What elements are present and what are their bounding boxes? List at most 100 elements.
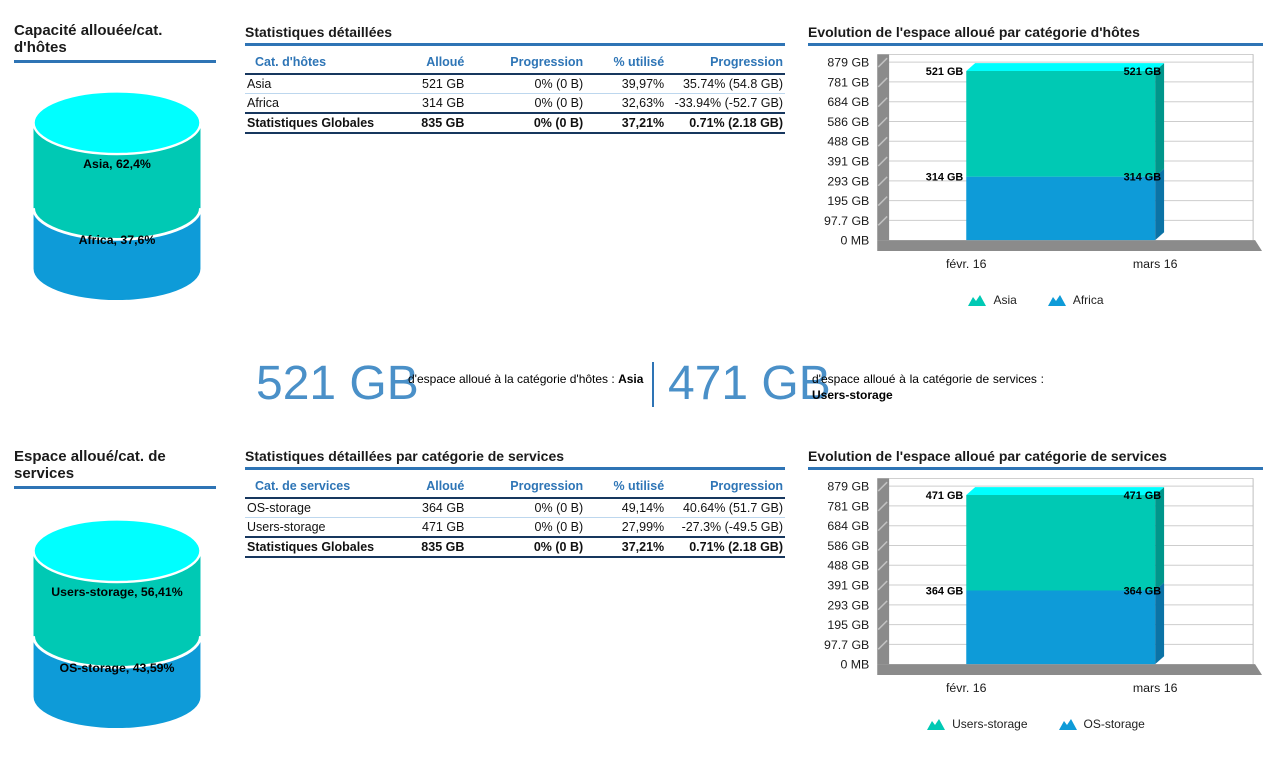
y-tick-label: 586 GB [827, 115, 869, 129]
x-tick-label: mars 16 [1133, 681, 1178, 695]
services-evolution-title: Evolution de l'espace alloué par catégor… [808, 448, 1263, 471]
area-series-icon [968, 295, 987, 307]
services-evolution-area-chart[interactable]: 364 GB 364 GB 471 GB 471 GB 879 GB 781 GB 684 … [808, 477, 1263, 700]
y-tick-label: 781 GB [827, 75, 869, 89]
hosts-evolution-title: Evolution de l'espace alloué par catégor… [808, 24, 1263, 47]
y-tick-label: 781 GB [827, 499, 869, 513]
y-tick-label: 97.7 GB [824, 214, 869, 228]
x-tick-label: févr. 16 [946, 257, 987, 271]
point-label: 364 GB [926, 585, 964, 597]
column-header: Cat. d'hôtes [245, 52, 375, 76]
area-series-icon [1058, 719, 1077, 731]
legend-label: Users-storage [952, 717, 1028, 732]
column-header: Progression [666, 476, 785, 500]
table-total-row: Statistiques Globales 835 GB 0% (0 B) 37,21… [245, 536, 785, 559]
slice-label-Users-storage: Users-storage, 56,41% [51, 585, 182, 599]
hosts-pie-title: Capacité allouée/cat. d'hôtes [14, 22, 216, 63]
column-header: % utilisé [585, 476, 667, 500]
table-row: OS-storage 364 GB 0% (0 B) 49,14% 40.64% (51… [247, 501, 783, 516]
point-label: 314 GB [926, 172, 964, 184]
y-tick-label: 97.7 GB [824, 638, 869, 652]
section-hosts-allocation: Capacité allouée/cat. d'hôtes Asia, 62,4… [14, 22, 216, 306]
table-total-row: Statistiques Globales 835 GB 0% (0 B) 37,21… [245, 112, 785, 135]
area-series-icon [1047, 295, 1066, 307]
column-header: Cat. de services [245, 476, 375, 500]
slice-label-Asia: Asia, 62,4% [83, 157, 151, 171]
section-hosts-evolution: Evolution de l'espace alloué par catégor… [808, 24, 1263, 307]
legend-item-Asia[interactable]: Asia [967, 293, 1017, 308]
y-tick-label: 684 GB [827, 519, 869, 533]
y-tick-label: 0 MB [840, 234, 869, 248]
y-tick-label: 293 GB [827, 598, 869, 612]
y-tick-label: 488 GB [827, 559, 869, 573]
section-services-allocation: Espace alloué/cat. de services Users-sto… [14, 448, 216, 734]
y-tick-label: 488 GB [827, 135, 869, 149]
services-allocated-value: 471 GB [668, 357, 831, 410]
column-header: Progression [466, 476, 586, 500]
table-row: Africa 314 GB 0% (0 B) 32,63% -33.94% (-52.7… [245, 93, 785, 114]
section-hosts-stats: Statistiques détaillées Cat. d'hôtes Allo… [245, 24, 785, 135]
y-tick-label: 391 GB [827, 579, 869, 593]
legend-item-Users-storage[interactable]: Users-storage [926, 717, 1028, 732]
hosts-stats-table: Cat. d'hôtes Alloué Progression% utilisé Pr… [245, 52, 785, 135]
hosts-evolution-legend: Asia Africa [808, 293, 1263, 307]
legend-label: OS-storage [1083, 717, 1145, 732]
column-header: Progression [666, 52, 785, 76]
table-header-row: Cat. de services Alloué Progression% utili… [245, 476, 785, 500]
hosts-allocated-caption: d'espace alloué à la catégorie d'hôtes :… [408, 372, 644, 388]
area-series-OS-storage [966, 590, 1156, 665]
summary-divider [652, 362, 654, 407]
y-tick-label: 586 GB [827, 539, 869, 553]
slice-label-Africa: Africa, 37,6% [79, 233, 156, 247]
hosts-allocated-value: 521 GB [256, 357, 419, 410]
hosts-caption-text: d'espace alloué à la catégorie d'hôtes : [408, 372, 615, 386]
services-evolution-legend: Users-storage OS-storage [808, 717, 1263, 731]
y-tick-label: 391 GB [827, 155, 869, 169]
x-tick-label: mars 16 [1133, 257, 1178, 271]
column-header: % utilisé [585, 52, 667, 76]
x-tick-label: févr. 16 [946, 681, 987, 695]
area-series-Africa [966, 176, 1156, 241]
slice-label-OS-storage: OS-storage, 43,59% [60, 661, 175, 675]
column-header: Alloué [374, 476, 467, 500]
table-row: Asia 521 GB 0% (0 B) 39,97% 35.74% (54.8 GB) [247, 77, 783, 92]
point-label: 521 GB [926, 66, 964, 78]
y-tick-label: 0 MB [840, 658, 869, 672]
column-header: Progression [466, 52, 586, 76]
services-pie-title: Espace alloué/cat. de services [14, 448, 216, 489]
column-header: Alloué [374, 52, 467, 76]
legend-label: Asia [993, 293, 1017, 308]
table-row: Users-storage 471 GB 0% (0 B) 27,99% -27.3% … [245, 517, 785, 538]
services-allocated-caption: d'espace alloué à la catégorie de servic… [812, 372, 1044, 403]
services-caption-highlight: Users-storage [812, 387, 893, 402]
area-series-icon [927, 719, 946, 731]
point-label: 314 GB [1124, 172, 1162, 184]
table-header-row: Cat. d'hôtes Alloué Progression% utilisé Pr… [245, 52, 785, 76]
hosts-allocation-cylinder-chart[interactable]: Asia, 62,4% Africa, 37,6% [22, 81, 212, 301]
y-tick-label: 293 GB [827, 174, 869, 188]
legend-item-Africa[interactable]: Africa [1047, 293, 1104, 307]
area-series-Users-storage [966, 495, 1156, 591]
services-stats-table: Cat. de services Alloué Progression% utili… [245, 476, 785, 559]
hosts-caption-highlight: Asia [618, 372, 644, 386]
y-tick-label: 195 GB [827, 194, 869, 208]
y-tick-label: 879 GB [827, 56, 869, 70]
services-allocation-cylinder-chart[interactable]: Users-storage, 56,41% OS-storage, 43,59% [22, 509, 212, 729]
point-label: 471 GB [1124, 490, 1162, 502]
legend-item-OS-storage[interactable]: OS-storage [1058, 717, 1145, 731]
y-tick-label: 195 GB [827, 618, 869, 632]
section-services-evolution: Evolution de l'espace alloué par catégor… [808, 448, 1263, 731]
services-caption-text: d'espace alloué à la catégorie de servic… [812, 372, 1044, 386]
y-tick-label: 879 GB [827, 480, 869, 494]
point-label: 471 GB [926, 490, 964, 502]
area-series-Asia [966, 71, 1156, 177]
point-label: 521 GB [1124, 66, 1162, 78]
legend-label: Africa [1072, 293, 1104, 308]
y-tick-label: 684 GB [827, 95, 869, 109]
section-services-stats: Statistiques détaillées par catégorie de… [245, 448, 785, 559]
hosts-table-title: Statistiques détaillées [245, 24, 785, 47]
services-table-title: Statistiques détaillées par catégorie de… [245, 448, 785, 471]
point-label: 364 GB [1124, 585, 1162, 597]
hosts-evolution-area-chart[interactable]: 314 GB 314 GB 521 GB 521 GB 879 GB 781 GB 684 … [808, 53, 1263, 276]
